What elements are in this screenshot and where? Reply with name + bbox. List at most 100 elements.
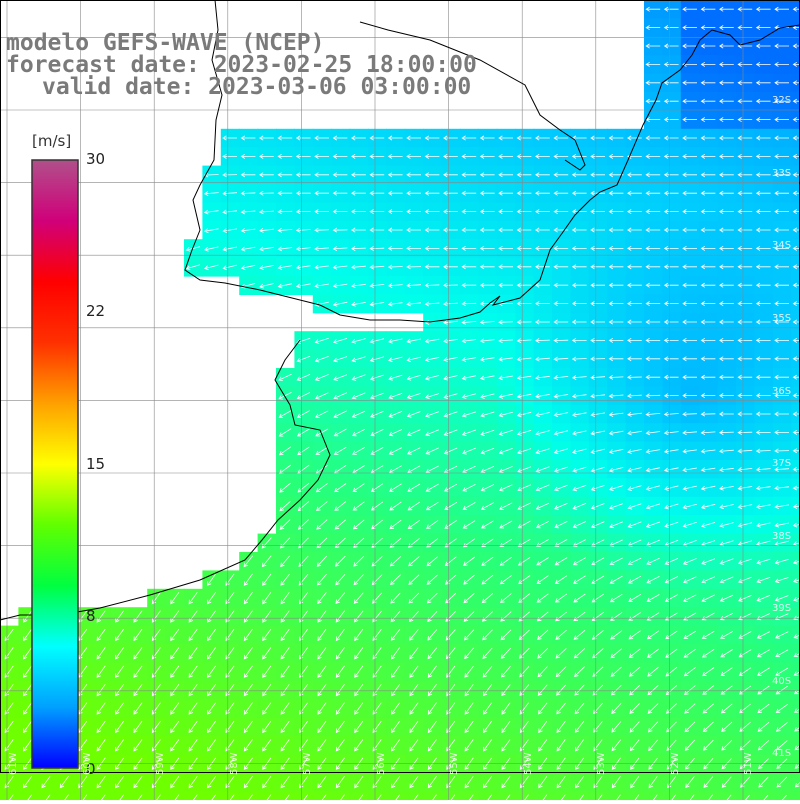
wind-cell: [313, 662, 332, 681]
wind-cell: [515, 626, 534, 645]
wind-cell: [92, 644, 111, 663]
wind-cell: [258, 534, 277, 553]
wind-cell: [386, 478, 405, 497]
wind-cell: [368, 534, 387, 553]
wind-cell: [202, 681, 221, 700]
wind-cell: [294, 515, 313, 534]
wind-cell: [184, 718, 203, 737]
wind-cell: [276, 423, 295, 442]
wind-cell: [552, 607, 571, 626]
lon-label: 60W: [82, 752, 93, 775]
wind-cell: [442, 497, 461, 516]
wind-cell: [497, 773, 516, 792]
wind-cell: [202, 773, 221, 792]
wind-cell: [460, 754, 479, 773]
wind-cell: [534, 534, 553, 553]
wind-cell: [258, 607, 277, 626]
wind-cell: [478, 552, 497, 571]
wind-cell: [718, 644, 737, 663]
wind-cell: [681, 754, 700, 773]
wind-cell: [644, 791, 663, 800]
wind-cell: [294, 386, 313, 405]
wind-cell: [166, 607, 185, 626]
wind-cell: [442, 626, 461, 645]
wind-cell: [129, 626, 148, 645]
wind-cell: [276, 773, 295, 792]
wind-cell: [0, 718, 19, 737]
wind-cell: [331, 718, 350, 737]
wind-cell: [386, 570, 405, 589]
wind-cell: [313, 736, 332, 755]
wind-cell: [331, 423, 350, 442]
wind-cell: [294, 570, 313, 589]
wind-cell: [478, 478, 497, 497]
wind-cell: [460, 515, 479, 534]
wind-cell: [570, 644, 589, 663]
wind-cell: [644, 718, 663, 737]
wind-cell: [497, 754, 516, 773]
wind-cell: [258, 773, 277, 792]
wind-cell: [92, 626, 111, 645]
wind-cell: [754, 681, 773, 700]
wind-cell: [478, 662, 497, 681]
wind-cell: [662, 681, 681, 700]
wind-cell: [147, 699, 166, 718]
wind-cell: [570, 791, 589, 800]
wind-cell: [589, 570, 608, 589]
wind-cell: [368, 497, 387, 516]
wind-cell: [405, 644, 424, 663]
wind-cell: [350, 515, 369, 534]
wind-cell: [534, 754, 553, 773]
wind-cell: [0, 699, 19, 718]
wind-cell: [239, 699, 258, 718]
wind-cell: [110, 773, 129, 792]
wind-cell: [423, 626, 442, 645]
wind-cell: [166, 589, 185, 608]
wind-cell: [129, 644, 148, 663]
wind-cell: [552, 644, 571, 663]
wind-cell: [423, 773, 442, 792]
wind-cell: [221, 607, 240, 626]
wind-cell: [239, 791, 258, 800]
wind-cell: [515, 718, 534, 737]
wind-cell: [552, 754, 571, 773]
wind-cell: [184, 773, 203, 792]
wind-cell: [239, 718, 258, 737]
wind-cell: [773, 718, 792, 737]
wind-cell: [754, 773, 773, 792]
wind-cell: [497, 515, 516, 534]
lon-label: 58W: [229, 752, 240, 775]
wind-cell: [313, 405, 332, 424]
wind-cell: [276, 791, 295, 800]
wind-cell: [478, 736, 497, 755]
wind-cell: [478, 589, 497, 608]
wind-cell: [386, 662, 405, 681]
wind-cell: [313, 570, 332, 589]
wind-cell: [681, 662, 700, 681]
wind-cell: [442, 718, 461, 737]
wind-cell: [681, 644, 700, 663]
wind-cell: [626, 699, 645, 718]
wind-cell: [644, 736, 663, 755]
wind-cell: [607, 552, 626, 571]
wind-cell: [460, 552, 479, 571]
wind-cell: [589, 552, 608, 571]
wind-cell: [313, 534, 332, 553]
wind-cell: [442, 552, 461, 571]
wind-cell: [294, 552, 313, 571]
wind-cell: [184, 699, 203, 718]
wind-cell: [276, 626, 295, 645]
wind-cell: [423, 754, 442, 773]
wind-cell: [350, 699, 369, 718]
wind-cell: [147, 681, 166, 700]
wind-cell: [239, 644, 258, 663]
wind-cell: [736, 699, 755, 718]
wind-cell: [276, 607, 295, 626]
wind-cell: [221, 681, 240, 700]
wind-cell: [626, 644, 645, 663]
wind-cell: [258, 570, 277, 589]
wind-cell: [331, 570, 350, 589]
wind-cell: [423, 736, 442, 755]
wind-cell: [626, 662, 645, 681]
